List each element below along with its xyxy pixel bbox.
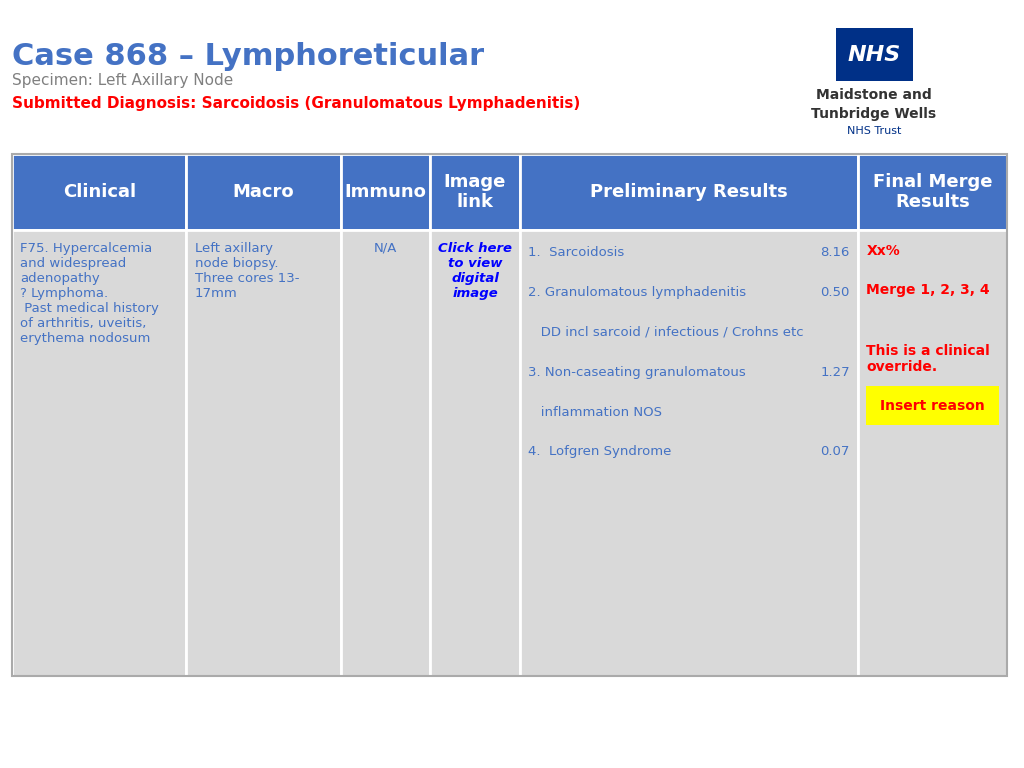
Text: 0.07: 0.07 [820, 445, 850, 458]
Text: Click here
to view
digital
image: Click here to view digital image [438, 242, 512, 300]
Text: 8.16: 8.16 [820, 246, 850, 259]
Text: Immuno: Immuno [344, 183, 426, 201]
Text: N/A: N/A [374, 242, 397, 255]
Text: Specimen: Left Axillary Node: Specimen: Left Axillary Node [12, 73, 233, 88]
FancyBboxPatch shape [520, 154, 858, 230]
FancyBboxPatch shape [12, 154, 186, 230]
Text: Image
link: Image link [443, 173, 506, 211]
FancyBboxPatch shape [866, 386, 999, 425]
Text: 3. Non-caseating granulomatous: 3. Non-caseating granulomatous [528, 366, 745, 379]
Text: NHS Trust: NHS Trust [847, 126, 901, 136]
Text: Final Merge
Results: Final Merge Results [873, 173, 992, 211]
Text: Submitted Diagnosis: Sarcoidosis (Granulomatous Lymphadenitis): Submitted Diagnosis: Sarcoidosis (Granul… [12, 96, 581, 111]
Text: Preliminary Results: Preliminary Results [590, 183, 787, 201]
Text: Xx%: Xx% [866, 244, 900, 258]
Text: Maidstone and: Maidstone and [816, 88, 932, 101]
FancyBboxPatch shape [858, 230, 1008, 676]
Text: F75. Hypercalcemia
and widespread
adenopathy
? Lymphoma.
 Past medical history
o: F75. Hypercalcemia and widespread adenop… [20, 242, 160, 345]
Text: Macro: Macro [232, 183, 294, 201]
Text: Merge 1, 2, 3, 4: Merge 1, 2, 3, 4 [866, 283, 990, 296]
Text: 2. Granulomatous lymphadenitis: 2. Granulomatous lymphadenitis [528, 286, 746, 299]
Text: Insert reason: Insert reason [881, 399, 985, 412]
FancyBboxPatch shape [836, 28, 912, 81]
Text: NHS: NHS [847, 45, 900, 65]
FancyBboxPatch shape [858, 154, 1008, 230]
FancyBboxPatch shape [341, 154, 430, 230]
FancyBboxPatch shape [186, 154, 341, 230]
Text: Case 868 – Lymphoreticular: Case 868 – Lymphoreticular [12, 42, 484, 71]
FancyBboxPatch shape [430, 154, 520, 230]
Text: inflammation NOS: inflammation NOS [528, 406, 662, 419]
Text: DD incl sarcoid / infectious / Crohns etc: DD incl sarcoid / infectious / Crohns et… [528, 326, 804, 339]
Text: 1.  Sarcoidosis: 1. Sarcoidosis [528, 246, 625, 259]
Text: 4.  Lofgren Syndrome: 4. Lofgren Syndrome [528, 445, 672, 458]
Text: 0.50: 0.50 [820, 286, 850, 299]
Text: Clinical: Clinical [62, 183, 136, 201]
FancyBboxPatch shape [12, 230, 186, 676]
FancyBboxPatch shape [341, 230, 430, 676]
FancyBboxPatch shape [520, 230, 858, 676]
Text: Left axillary
node biopsy.
Three cores 13-
17mm: Left axillary node biopsy. Three cores 1… [195, 242, 299, 300]
Text: Tunbridge Wells: Tunbridge Wells [811, 107, 936, 121]
FancyBboxPatch shape [430, 230, 520, 676]
Text: This is a clinical
override.: This is a clinical override. [866, 344, 990, 374]
FancyBboxPatch shape [186, 230, 341, 676]
Text: 1.27: 1.27 [820, 366, 850, 379]
